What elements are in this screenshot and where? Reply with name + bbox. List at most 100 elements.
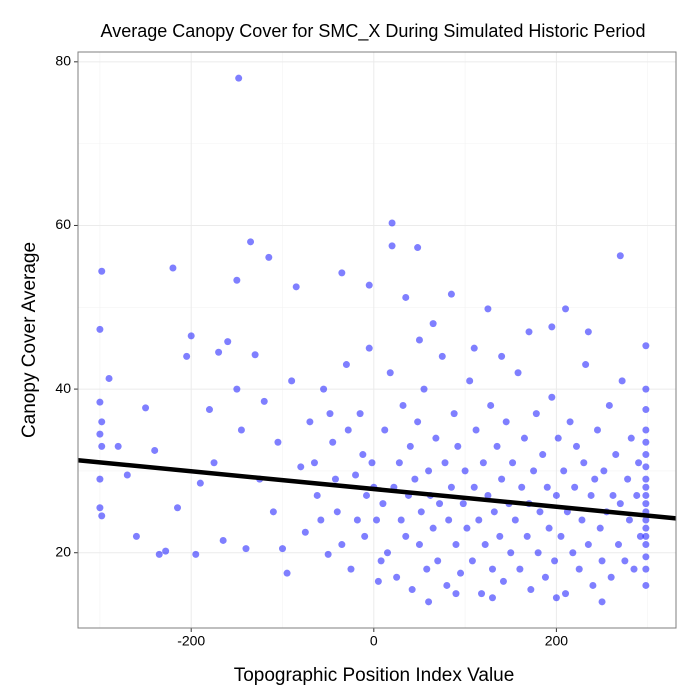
point: [441, 459, 449, 467]
point: [242, 545, 250, 553]
point: [373, 516, 381, 524]
point: [406, 442, 414, 450]
point: [584, 328, 592, 336]
point: [642, 385, 650, 393]
point: [415, 336, 423, 344]
point: [436, 500, 444, 508]
point: [572, 442, 580, 450]
point: [353, 516, 361, 524]
point: [196, 479, 204, 487]
point: [457, 569, 465, 577]
point: [420, 385, 428, 393]
point: [251, 351, 259, 359]
point: [642, 406, 650, 414]
point: [423, 565, 431, 573]
point: [306, 418, 314, 426]
point: [532, 410, 540, 418]
y-tick-label: 40: [55, 380, 71, 396]
point: [310, 459, 318, 467]
point: [502, 418, 510, 426]
point: [452, 541, 460, 549]
point: [283, 569, 291, 577]
point: [269, 508, 277, 516]
point: [511, 516, 519, 524]
point: [381, 426, 389, 434]
point: [183, 352, 191, 360]
point: [642, 475, 650, 483]
point: [481, 541, 489, 549]
point: [514, 369, 522, 377]
point: [363, 491, 371, 499]
point: [642, 463, 650, 471]
point: [466, 377, 474, 385]
point: [548, 323, 556, 331]
point: [642, 532, 650, 540]
point: [498, 352, 506, 360]
point: [566, 418, 574, 426]
point: [520, 434, 528, 442]
point: [395, 459, 403, 467]
point: [233, 385, 241, 393]
point: [598, 598, 606, 606]
point: [132, 532, 140, 540]
point: [625, 516, 633, 524]
point: [288, 377, 296, 385]
point: [545, 524, 553, 532]
point: [484, 305, 492, 313]
point: [338, 541, 346, 549]
point: [479, 459, 487, 467]
point: [551, 557, 559, 565]
point: [498, 475, 506, 483]
point: [301, 528, 309, 536]
point: [425, 598, 433, 606]
point: [342, 361, 350, 369]
point: [596, 524, 604, 532]
point: [297, 463, 305, 471]
point: [488, 594, 496, 602]
point: [571, 483, 579, 491]
point: [496, 532, 504, 540]
point: [123, 471, 131, 479]
point: [518, 483, 526, 491]
point: [411, 475, 419, 483]
point: [487, 401, 495, 409]
point: [527, 586, 535, 594]
point: [338, 269, 346, 277]
point: [516, 565, 524, 573]
point: [114, 442, 122, 450]
point: [642, 438, 650, 446]
point: [96, 325, 104, 333]
point: [584, 541, 592, 549]
point: [569, 549, 577, 557]
point: [557, 532, 565, 540]
point: [429, 320, 437, 328]
point: [525, 328, 533, 336]
point: [434, 557, 442, 565]
point: [463, 524, 471, 532]
y-tick-label: 20: [55, 543, 71, 559]
point: [329, 438, 337, 446]
point: [215, 348, 223, 356]
point: [470, 344, 478, 352]
point: [642, 553, 650, 561]
point: [317, 516, 325, 524]
point: [96, 398, 104, 406]
point: [402, 293, 410, 301]
point: [447, 290, 455, 298]
point: [331, 475, 339, 483]
point: [552, 491, 560, 499]
point: [388, 219, 396, 227]
point: [472, 426, 480, 434]
point: [414, 244, 422, 252]
point: [636, 532, 644, 540]
point: [642, 451, 650, 459]
point: [642, 491, 650, 499]
point: [429, 524, 437, 532]
point: [265, 253, 273, 261]
y-axis-label: Canopy Cover Average: [19, 242, 40, 438]
point: [365, 281, 373, 289]
point: [96, 430, 104, 438]
point: [530, 467, 538, 475]
